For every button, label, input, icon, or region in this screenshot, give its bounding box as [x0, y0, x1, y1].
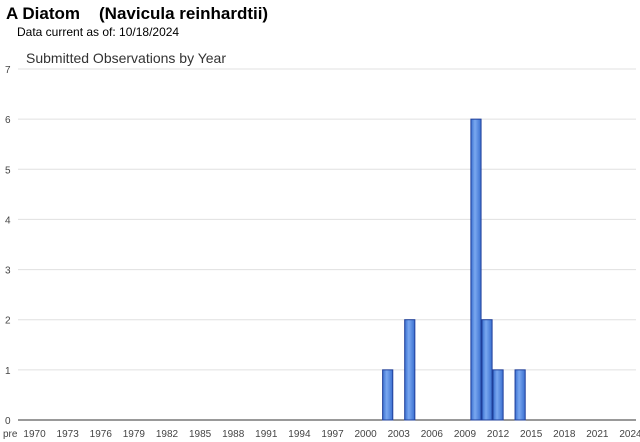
x-tick-label: 1979 [123, 429, 146, 440]
x-tick-label: pre [3, 429, 18, 440]
x-tick-label: 2003 [388, 429, 411, 440]
bar [470, 118, 482, 421]
y-tick-label: 2 [5, 316, 11, 327]
data-date: Data current as of: 10/18/2024 [17, 25, 179, 39]
bar [404, 319, 416, 421]
species-name: A Diatom [6, 4, 80, 23]
y-tick-label: 6 [5, 115, 11, 126]
bar [481, 319, 493, 421]
x-tick-label: 2012 [487, 429, 510, 440]
x-tick-label: 2015 [520, 429, 543, 440]
x-tick-label: 1976 [90, 429, 113, 440]
bar [514, 369, 526, 421]
y-tick-label: 0 [5, 416, 11, 427]
bar [382, 369, 394, 421]
x-tick-label: 1994 [288, 429, 311, 440]
x-tick-label: 2000 [355, 429, 378, 440]
x-tick-label: 2006 [421, 429, 444, 440]
y-tick-label: 4 [5, 215, 11, 226]
x-tick-label: 1997 [321, 429, 344, 440]
x-tick-label: 2009 [454, 429, 477, 440]
y-tick-label: 5 [5, 165, 11, 176]
x-tick-label: 1991 [255, 429, 278, 440]
y-tick-label: 3 [5, 266, 11, 277]
x-tick-label: 1988 [222, 429, 245, 440]
x-tick-label: 2021 [586, 429, 609, 440]
y-tick-label: 1 [5, 366, 11, 377]
chart-title: Submitted Observations by Year [26, 50, 226, 66]
x-tick-label: 1970 [23, 429, 46, 440]
x-tick-label: 1982 [156, 429, 179, 440]
x-tick-label: 1985 [189, 429, 212, 440]
scientific-name: (Navicula reinhardtii) [99, 4, 268, 23]
x-tick-label: 2018 [553, 429, 576, 440]
bar [492, 369, 504, 421]
y-tick-label: 7 [5, 65, 11, 76]
x-tick-label: 2024 [619, 429, 640, 440]
x-tick-label: 1973 [57, 429, 80, 440]
